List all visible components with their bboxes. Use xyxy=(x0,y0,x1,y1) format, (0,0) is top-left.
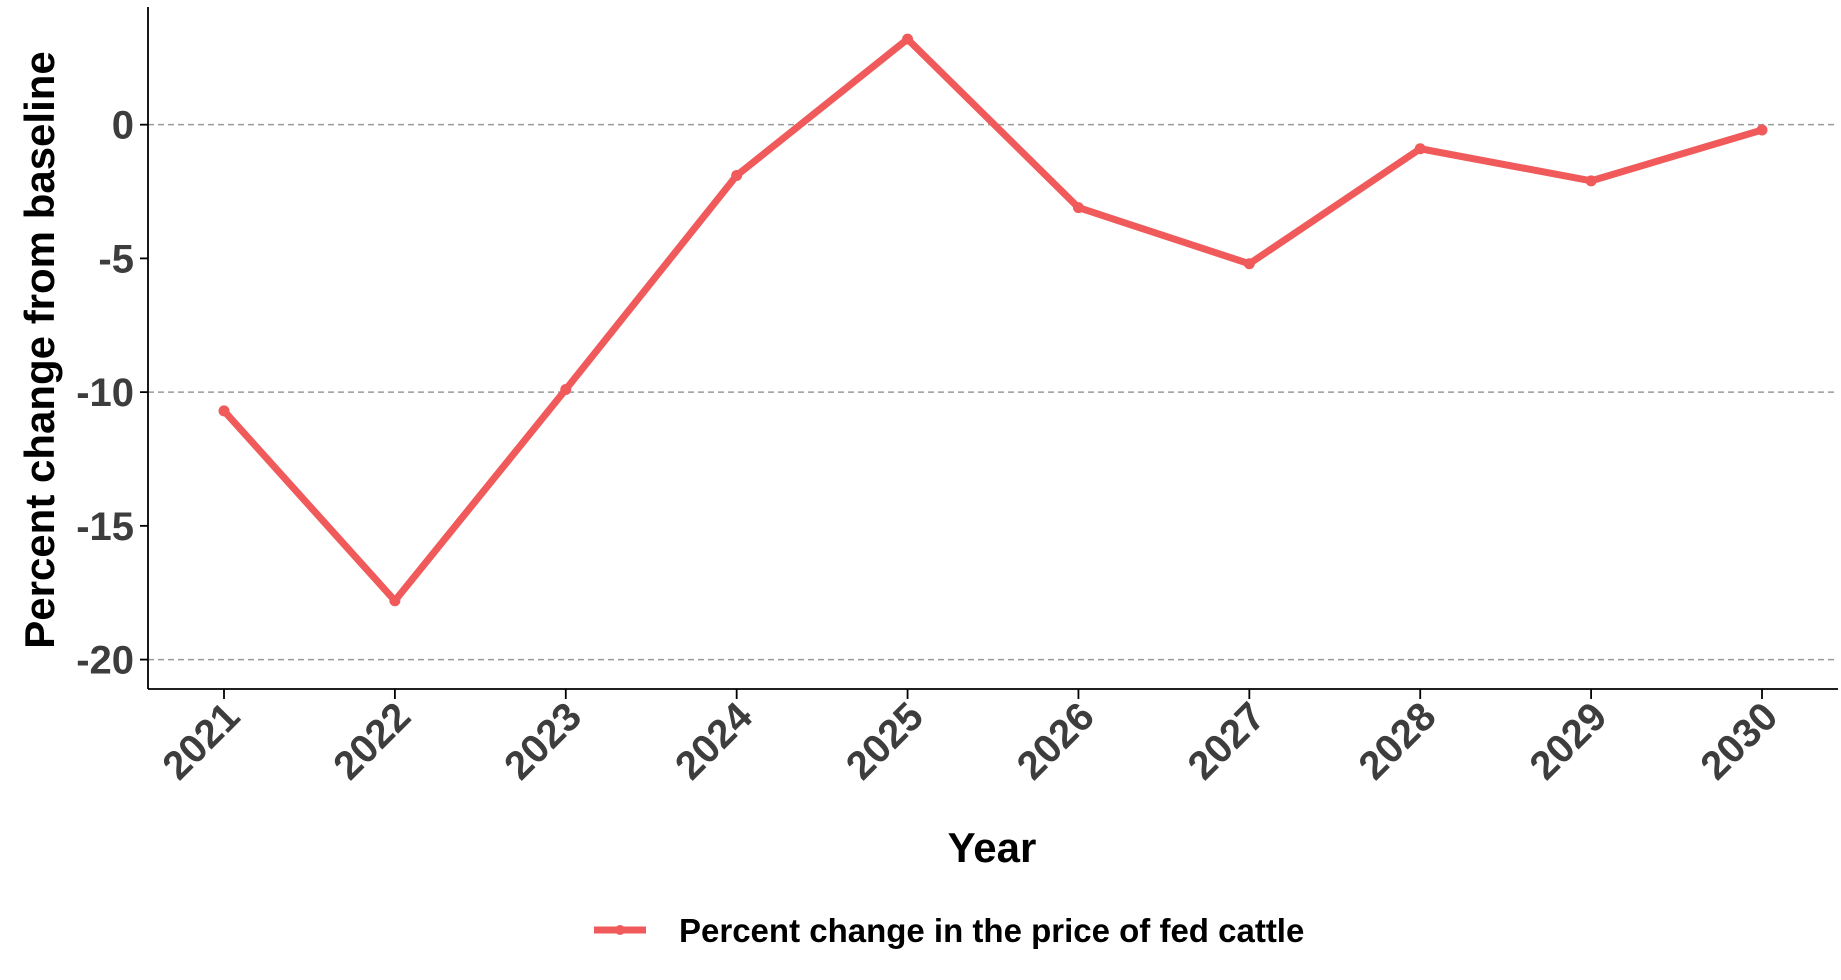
x-tick-label: 2027 xyxy=(1180,694,1274,788)
y-tick-label: -10 xyxy=(76,371,134,415)
y-ticks: 0 -5 -10 -15 -20 xyxy=(76,104,148,683)
y-axis-title: Percent change from baseline xyxy=(16,51,63,649)
dashed-reference-lines xyxy=(148,123,1838,661)
x-ticks: 2021 2022 2023 2024 2025 2026 2027 2028 2029 2030 xyxy=(154,689,1786,788)
data-point xyxy=(1585,175,1597,187)
y-tick-label: -15 xyxy=(76,505,134,549)
data-point xyxy=(218,405,230,417)
x-tick-label: 2024 xyxy=(667,694,762,789)
legend-label: Percent change in the price of fed cattl… xyxy=(679,912,1304,949)
legend: Percent change in the price of fed cattl… xyxy=(594,912,1304,949)
x-tick-label: 2022 xyxy=(325,694,419,788)
data-point xyxy=(1243,258,1255,270)
y-tick-label: -20 xyxy=(76,639,134,683)
x-axis-title: Year xyxy=(948,824,1037,871)
x-tick-label: 2026 xyxy=(1009,694,1103,788)
series-line xyxy=(220,35,1766,605)
y-tick-label: 0 xyxy=(112,104,134,148)
data-point xyxy=(902,33,914,45)
legend-swatch-point xyxy=(615,925,625,935)
x-tick-label: 2025 xyxy=(838,694,932,788)
x-tick-label: 2021 xyxy=(154,694,248,788)
x-tick-label: 2029 xyxy=(1521,694,1615,788)
data-point xyxy=(1414,143,1426,155)
data-point xyxy=(560,383,572,395)
data-point xyxy=(1756,124,1768,136)
series-layer xyxy=(218,33,1768,607)
x-tick-label: 2023 xyxy=(496,694,590,788)
data-point xyxy=(389,595,401,607)
x-tick-label: 2030 xyxy=(1692,694,1786,788)
data-point xyxy=(1072,202,1084,214)
y-tick-label: -5 xyxy=(98,237,134,281)
data-point xyxy=(731,169,743,181)
x-tick-label: 2028 xyxy=(1351,694,1445,788)
